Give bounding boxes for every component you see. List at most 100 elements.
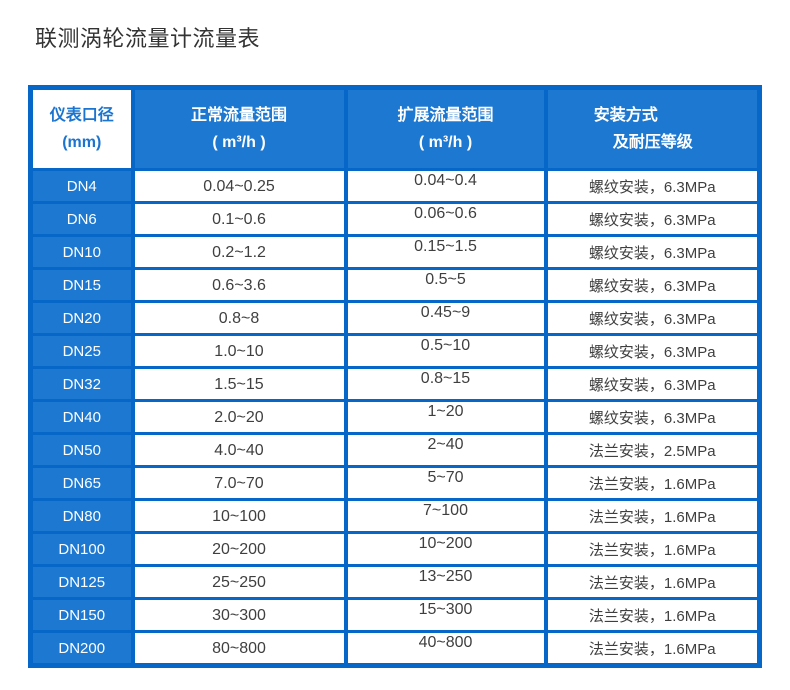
header-install-method: 安装方式 及耐压等级	[543, 86, 762, 171]
install-cell: 螺纹安装，6.3MPa	[543, 168, 762, 204]
dn-cell-value: DN200	[58, 639, 106, 657]
dn-cell-value: DN20	[62, 309, 101, 327]
dn-cell: DN32	[28, 366, 135, 402]
normal-range-cell-value: 2.0~20	[214, 409, 264, 426]
dn-cell: DN10	[28, 234, 135, 270]
dn-cell: DN25	[28, 333, 135, 369]
dn-cell-value: DN50	[62, 441, 101, 459]
extended-range-cell-value: 0.5~5	[425, 271, 466, 289]
dn-cell-value: DN6	[66, 210, 97, 228]
table-row: DN15 0.6~3.6 0.5~5 螺纹安装，6.3MPa	[28, 267, 762, 303]
table-row: DN25 1.0~10 0.5~10 螺纹安装，6.3MPa	[28, 333, 762, 369]
header-normal-range-line1: 正常流量范围	[190, 107, 287, 124]
normal-range-cell-value: 4.0~40	[214, 442, 264, 459]
dn-cell-value: DN25	[62, 342, 101, 360]
install-cell-value: 螺纹安装，6.3MPa	[588, 178, 716, 196]
normal-range-cell: 0.04~0.25	[130, 168, 348, 204]
normal-range-cell-value: 0.1~0.6	[212, 211, 266, 228]
install-cell: 法兰安装，1.6MPa	[543, 498, 762, 534]
dn-cell-value: DN65	[62, 474, 101, 492]
flowmeter-spec-table: 仪表口径 (mm) 正常流量范围 ( m³/h ) 扩展流量范围 ( m³/h …	[28, 85, 762, 668]
header-extended-range-line1: 扩展流量范围	[397, 107, 494, 124]
table-row: DN4 0.04~0.25 0.04~0.4 螺纹安装，6.3MPa	[28, 168, 762, 204]
extended-range-cell-value: 0.15~1.5	[414, 238, 477, 256]
install-cell-value: 法兰安装，1.6MPa	[588, 574, 716, 592]
header-diameter-line2: (mm)	[62, 134, 102, 151]
normal-range-cell: 10~100	[130, 498, 348, 534]
extended-range-cell: 0.06~0.6	[343, 201, 548, 237]
extended-range-cell: 10~200	[343, 531, 548, 567]
normal-range-cell: 0.1~0.6	[130, 201, 348, 237]
dn-cell: DN200	[28, 630, 135, 667]
normal-range-cell-value: 1.5~15	[214, 376, 264, 393]
extended-range-cell-value: 15~300	[418, 601, 473, 619]
normal-range-cell: 1.0~10	[130, 333, 348, 369]
normal-range-cell-value: 0.8~8	[218, 310, 260, 327]
dn-cell: DN65	[28, 465, 135, 501]
normal-range-cell: 30~300	[130, 597, 348, 633]
normal-range-cell: 0.8~8	[130, 300, 348, 336]
normal-range-cell: 20~200	[130, 531, 348, 567]
extended-range-cell: 7~100	[343, 498, 548, 534]
table-row: DN40 2.0~20 1~20 螺纹安装，6.3MPa	[28, 399, 762, 435]
header-install-line1: 安装方式	[593, 107, 658, 124]
dn-cell: DN6	[28, 201, 135, 237]
dn-cell: DN15	[28, 267, 135, 303]
extended-range-cell-value: 1~20	[427, 403, 464, 421]
normal-range-cell-value: 0.2~1.2	[212, 244, 266, 261]
extended-range-cell: 15~300	[343, 597, 548, 633]
normal-range-cell-value: 1.0~10	[214, 343, 264, 360]
extended-range-cell: 1~20	[343, 399, 548, 435]
install-cell-value: 法兰安装，1.6MPa	[588, 475, 716, 493]
extended-range-cell: 0.5~10	[343, 333, 548, 369]
extended-range-cell-value: 0.45~9	[420, 304, 471, 322]
extended-range-cell-value: 10~200	[418, 535, 473, 553]
extended-range-cell-value: 40~800	[418, 634, 473, 652]
table-row: DN65 7.0~70 5~70 法兰安装，1.6MPa	[28, 465, 762, 501]
dn-cell-value: DN100	[58, 540, 106, 558]
extended-range-cell: 40~800	[343, 630, 548, 667]
extended-range-cell-value: 0.8~15	[420, 370, 471, 388]
extended-range-cell: 0.04~0.4	[343, 168, 548, 204]
install-cell-value: 螺纹安装，6.3MPa	[588, 277, 716, 295]
install-cell: 螺纹安装，6.3MPa	[543, 234, 762, 270]
extended-range-cell-value: 7~100	[423, 502, 468, 520]
extended-range-cell-value: 0.06~0.6	[414, 205, 477, 223]
table-header-row: 仪表口径 (mm) 正常流量范围 ( m³/h ) 扩展流量范围 ( m³/h …	[28, 86, 762, 171]
extended-range-cell-value: 13~250	[418, 568, 473, 586]
dn-cell: DN50	[28, 432, 135, 468]
dn-cell-value: DN125	[58, 573, 106, 591]
extended-range-cell: 2~40	[343, 432, 548, 468]
table-row: DN80 10~100 7~100 法兰安装，1.6MPa	[28, 498, 762, 534]
install-cell: 法兰安装，1.6MPa	[543, 630, 762, 667]
dn-cell: DN4	[28, 168, 135, 204]
dn-cell-value: DN80	[62, 507, 101, 525]
normal-range-cell: 80~800	[130, 630, 348, 667]
normal-range-cell: 2.0~20	[130, 399, 348, 435]
header-install-block: 安装方式 及耐压等级	[594, 102, 693, 156]
normal-range-cell-value: 0.04~0.25	[203, 178, 275, 195]
install-cell: 法兰安装，1.6MPa	[543, 597, 762, 633]
install-cell: 螺纹安装，6.3MPa	[543, 267, 762, 303]
header-extended-range: 扩展流量范围 ( m³/h )	[343, 86, 548, 171]
dn-cell-value: DN10	[62, 243, 101, 261]
extended-range-cell-value: 0.5~10	[420, 337, 471, 355]
header-normal-range-line2: ( m³/h )	[212, 134, 266, 151]
extended-range-cell: 5~70	[343, 465, 548, 501]
dn-cell: DN20	[28, 300, 135, 336]
install-cell: 法兰安装，1.6MPa	[543, 564, 762, 600]
normal-range-cell-value: 7.0~70	[214, 475, 264, 492]
dn-cell: DN150	[28, 597, 135, 633]
dn-cell-value: DN4	[66, 177, 97, 195]
extended-range-cell: 0.8~15	[343, 366, 548, 402]
header-install-line2: 及耐压等级	[612, 134, 693, 151]
extended-range-cell: 0.45~9	[343, 300, 548, 336]
normal-range-cell-value: 10~100	[212, 508, 266, 525]
extended-range-cell: 0.5~5	[343, 267, 548, 303]
extended-range-cell-value: 0.04~0.4	[414, 172, 477, 190]
dn-cell-value: DN15	[62, 276, 101, 294]
install-cell-value: 螺纹安装，6.3MPa	[588, 211, 716, 229]
header-extended-range-line2: ( m³/h )	[418, 134, 473, 151]
normal-range-cell-value: 25~250	[212, 574, 266, 591]
